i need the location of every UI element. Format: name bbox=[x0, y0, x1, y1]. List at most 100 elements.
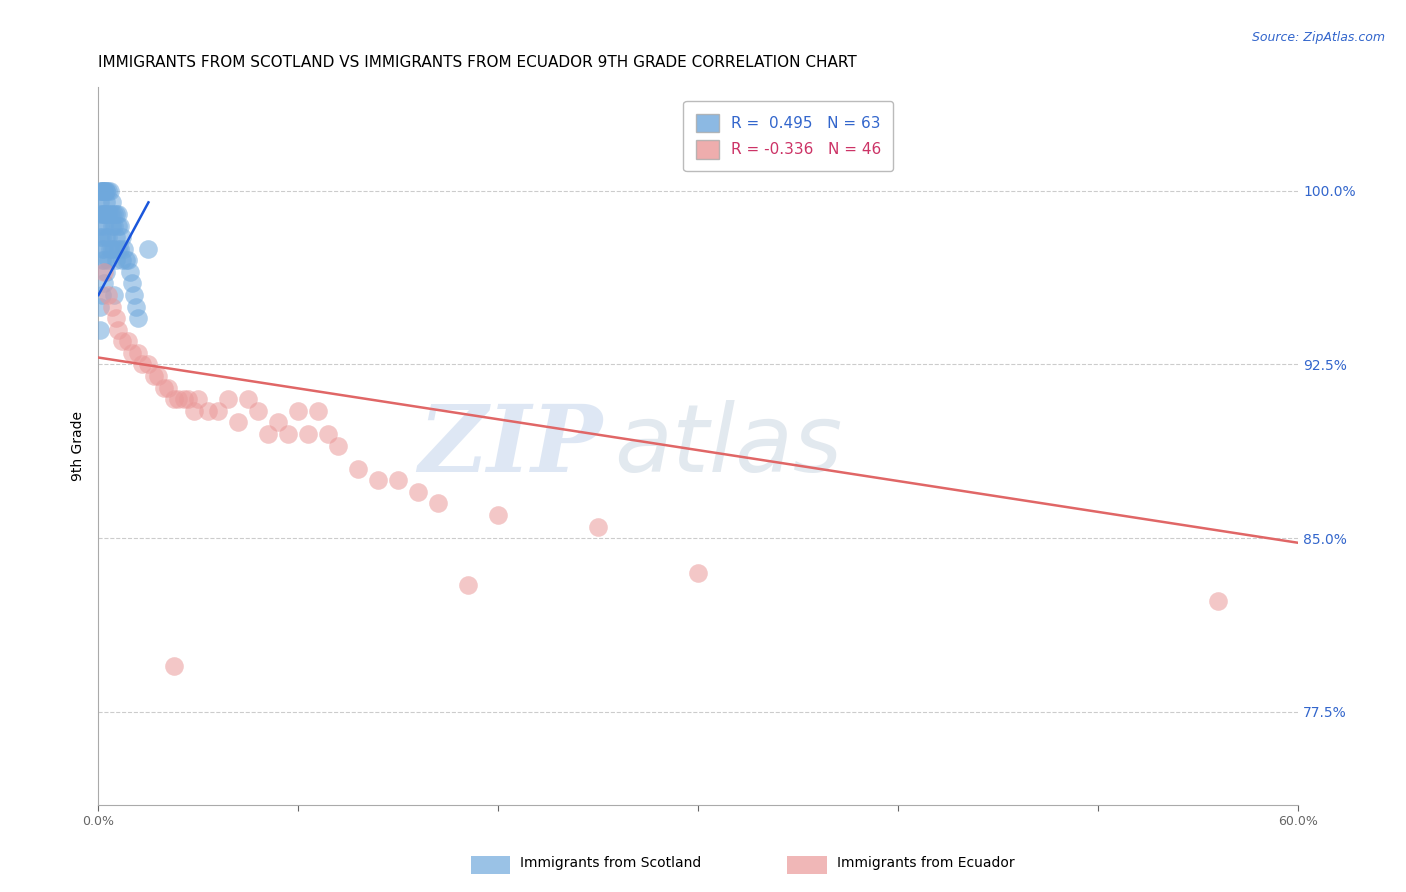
Point bbox=[121, 346, 143, 360]
Point bbox=[457, 577, 479, 591]
Point bbox=[91, 184, 114, 198]
Point bbox=[107, 219, 129, 233]
Point bbox=[143, 369, 166, 384]
Point bbox=[688, 566, 710, 580]
Point bbox=[427, 496, 450, 510]
Point bbox=[486, 508, 509, 522]
Text: Source: ZipAtlas.com: Source: ZipAtlas.com bbox=[1251, 31, 1385, 45]
Point bbox=[97, 253, 120, 268]
Point bbox=[96, 195, 118, 210]
Point bbox=[207, 404, 229, 418]
Point bbox=[173, 392, 195, 407]
Point bbox=[197, 404, 219, 418]
Text: Immigrants from Ecuador: Immigrants from Ecuador bbox=[837, 856, 1014, 871]
Point bbox=[367, 473, 389, 487]
Point bbox=[110, 242, 132, 256]
Point bbox=[408, 484, 430, 499]
Point bbox=[115, 253, 138, 268]
Point bbox=[111, 230, 134, 244]
Point bbox=[105, 253, 128, 268]
Point bbox=[157, 381, 180, 395]
Point bbox=[103, 207, 125, 221]
Point bbox=[163, 658, 186, 673]
Point bbox=[120, 265, 142, 279]
Text: IMMIGRANTS FROM SCOTLAND VS IMMIGRANTS FROM ECUADOR 9TH GRADE CORRELATION CHART: IMMIGRANTS FROM SCOTLAND VS IMMIGRANTS F… bbox=[98, 55, 858, 70]
Point bbox=[148, 369, 170, 384]
Point bbox=[89, 230, 111, 244]
Legend: R =  0.495   N = 63, R = -0.336   N = 46: R = 0.495 N = 63, R = -0.336 N = 46 bbox=[683, 102, 893, 170]
Point bbox=[93, 219, 115, 233]
Point bbox=[183, 404, 205, 418]
Point bbox=[96, 265, 118, 279]
Point bbox=[100, 207, 122, 221]
Point bbox=[96, 230, 118, 244]
Y-axis label: 9th Grade: 9th Grade bbox=[72, 410, 86, 481]
Point bbox=[101, 300, 124, 314]
Point bbox=[97, 288, 120, 302]
Point bbox=[101, 195, 124, 210]
Point bbox=[138, 242, 160, 256]
Point bbox=[124, 288, 146, 302]
Point bbox=[93, 277, 115, 291]
Point bbox=[247, 404, 270, 418]
Point bbox=[277, 427, 299, 442]
Point bbox=[114, 242, 136, 256]
Point bbox=[238, 392, 260, 407]
Point bbox=[117, 334, 139, 349]
Point bbox=[138, 358, 160, 372]
Point bbox=[101, 207, 124, 221]
Point bbox=[131, 358, 153, 372]
Point bbox=[91, 184, 114, 198]
Point bbox=[187, 392, 209, 407]
Point bbox=[117, 253, 139, 268]
Point bbox=[96, 184, 118, 198]
Point bbox=[125, 300, 148, 314]
Point bbox=[111, 253, 134, 268]
Point bbox=[127, 346, 149, 360]
Text: Immigrants from Scotland: Immigrants from Scotland bbox=[520, 856, 702, 871]
Point bbox=[93, 184, 115, 198]
Point bbox=[96, 184, 118, 198]
Point bbox=[96, 207, 118, 221]
Point bbox=[97, 230, 120, 244]
Point bbox=[100, 184, 122, 198]
Point bbox=[287, 404, 309, 418]
Point bbox=[105, 207, 128, 221]
Point bbox=[297, 427, 319, 442]
Point bbox=[111, 334, 134, 349]
Point bbox=[347, 461, 370, 475]
Point bbox=[100, 242, 122, 256]
Point bbox=[97, 207, 120, 221]
Point bbox=[153, 381, 176, 395]
Point bbox=[127, 311, 149, 326]
Point bbox=[91, 184, 114, 198]
Point bbox=[89, 184, 111, 198]
Point bbox=[91, 288, 114, 302]
Point bbox=[267, 416, 290, 430]
Point bbox=[1208, 593, 1230, 607]
Point bbox=[91, 230, 114, 244]
Point bbox=[93, 253, 115, 268]
Point bbox=[93, 265, 115, 279]
Point bbox=[328, 438, 350, 452]
Point bbox=[97, 184, 120, 198]
Point bbox=[91, 253, 114, 268]
Point bbox=[177, 392, 200, 407]
Point bbox=[93, 184, 115, 198]
Point bbox=[93, 242, 115, 256]
Point bbox=[217, 392, 239, 407]
Point bbox=[318, 427, 340, 442]
Point bbox=[107, 207, 129, 221]
Point bbox=[121, 277, 143, 291]
Point bbox=[101, 242, 124, 256]
Point bbox=[89, 207, 111, 221]
Point bbox=[307, 404, 329, 418]
Point bbox=[257, 427, 280, 442]
Point bbox=[105, 311, 128, 326]
Point bbox=[89, 323, 111, 337]
Point bbox=[105, 230, 128, 244]
Text: atlas: atlas bbox=[614, 400, 842, 491]
Point bbox=[103, 288, 125, 302]
Point bbox=[103, 242, 125, 256]
Point bbox=[228, 416, 250, 430]
